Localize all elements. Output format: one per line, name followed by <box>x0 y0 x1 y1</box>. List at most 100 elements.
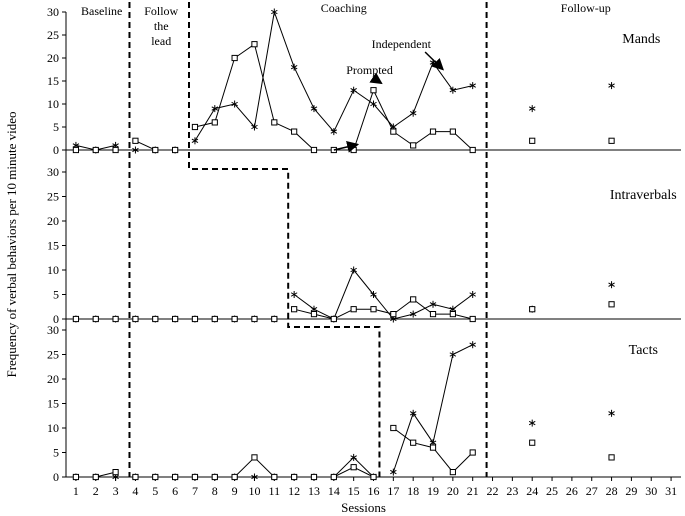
y-tick-label: 30 <box>47 323 59 337</box>
data-point-square <box>608 137 615 144</box>
asterisk-stroke <box>429 440 437 445</box>
data-point-square <box>112 146 119 154</box>
x-tick-label: 25 <box>546 484 558 498</box>
asterisk-stroke <box>608 411 615 416</box>
asterisk-stroke <box>330 129 338 134</box>
annotation-independent: Independent <box>372 37 432 51</box>
data-point-square <box>291 306 298 313</box>
x-tick-label: 12 <box>288 484 300 498</box>
x-tick-label: 24 <box>526 484 538 498</box>
data-point-square <box>72 473 80 481</box>
data-point-square <box>211 119 218 126</box>
data-point-square <box>291 128 298 135</box>
data-point-square <box>271 315 278 323</box>
annotation-prompted: Prompted <box>346 63 393 77</box>
asterisk-stroke <box>310 307 318 312</box>
data-point-asterisk <box>191 137 199 145</box>
asterisk-stroke <box>528 420 536 426</box>
data-point-square <box>330 315 337 323</box>
data-series <box>72 8 615 481</box>
data-point-square <box>112 315 119 323</box>
data-point-square <box>271 473 278 481</box>
x-tick-label: 29 <box>625 484 637 498</box>
data-point-square <box>112 469 119 476</box>
data-point-asterisk <box>409 409 417 417</box>
asterisk-stroke <box>290 65 298 70</box>
data-point-asterisk <box>608 281 615 289</box>
asterisk-stroke <box>350 88 357 93</box>
asterisk-stroke <box>251 474 258 480</box>
data-point-asterisk <box>429 300 437 308</box>
y-tick-label: 5 <box>53 120 59 134</box>
series-intraverbals-prompted <box>72 296 615 323</box>
series-tacts-independent <box>72 341 615 481</box>
data-point-asterisk <box>350 86 357 94</box>
x-tick-label: 27 <box>586 484 598 498</box>
data-point-square <box>529 306 536 313</box>
x-tick-label: 15 <box>348 484 360 498</box>
x-tick-label: 13 <box>308 484 320 498</box>
data-point-square <box>449 311 456 318</box>
data-point-square <box>390 128 397 135</box>
data-point-square <box>449 469 456 476</box>
data-point-square <box>72 315 80 323</box>
data-point-square <box>132 473 139 481</box>
data-point-square <box>92 146 99 154</box>
x-tick-label: 17 <box>387 484 399 498</box>
x-tick-label: 4 <box>132 484 138 498</box>
asterisk-stroke <box>132 147 139 153</box>
asterisk-stroke <box>469 342 476 347</box>
phase-label: lead <box>151 34 171 48</box>
data-point-square <box>271 119 278 126</box>
data-point-square <box>608 301 615 308</box>
data-point-square <box>132 315 139 323</box>
data-point-asterisk <box>608 409 615 417</box>
y-tick-label: 25 <box>47 190 59 204</box>
data-point-asterisk <box>290 291 298 298</box>
data-point-square <box>469 449 476 456</box>
asterisk-stroke <box>409 111 417 116</box>
asterisk-stroke <box>469 292 476 297</box>
data-point-square <box>529 137 536 144</box>
x-tick-label: 9 <box>232 484 238 498</box>
y-tick-label: 10 <box>47 263 59 277</box>
chart-labels: 051015202530Mands051015202530Intraverbal… <box>47 1 677 498</box>
x-tick-label: 11 <box>269 484 281 498</box>
data-point-square <box>231 473 238 481</box>
data-point-asterisk <box>528 419 536 427</box>
data-point-square <box>152 473 159 481</box>
x-tick-label: 1 <box>73 484 79 498</box>
asterisk-stroke <box>409 311 417 317</box>
data-point-square <box>231 54 238 62</box>
y-tick-label: 15 <box>47 397 59 411</box>
data-point-square <box>370 306 377 313</box>
data-point-asterisk <box>409 310 417 318</box>
x-tick-label: 7 <box>192 484 198 498</box>
data-point-square <box>310 473 318 481</box>
phase-label: the <box>154 19 169 33</box>
x-tick-label: 28 <box>606 484 618 498</box>
data-point-asterisk <box>469 291 476 298</box>
asterisk-stroke <box>112 474 119 480</box>
y-tick-label: 15 <box>47 74 59 88</box>
data-point-square <box>469 146 476 154</box>
y-tick-label: 0 <box>53 470 59 484</box>
x-tick-label: 16 <box>368 484 380 498</box>
asterisk-stroke <box>449 307 457 312</box>
data-point-square <box>72 146 80 154</box>
asterisk-stroke <box>469 83 476 88</box>
data-point-square <box>429 128 437 135</box>
y-tick-label: 30 <box>47 5 59 19</box>
phase-label: Follow-up <box>561 1 611 15</box>
data-point-square <box>350 464 357 471</box>
annotation-arrow-prompted <box>369 72 383 85</box>
x-tick-label: 6 <box>172 484 178 498</box>
y-tick-label: 20 <box>47 51 59 65</box>
data-point-square <box>251 315 258 323</box>
data-point-asterisk <box>449 86 457 94</box>
y-tick-label: 15 <box>47 239 59 253</box>
asterisk-stroke <box>390 316 397 322</box>
y-tick-label: 30 <box>47 165 59 179</box>
data-point-square <box>370 473 377 481</box>
